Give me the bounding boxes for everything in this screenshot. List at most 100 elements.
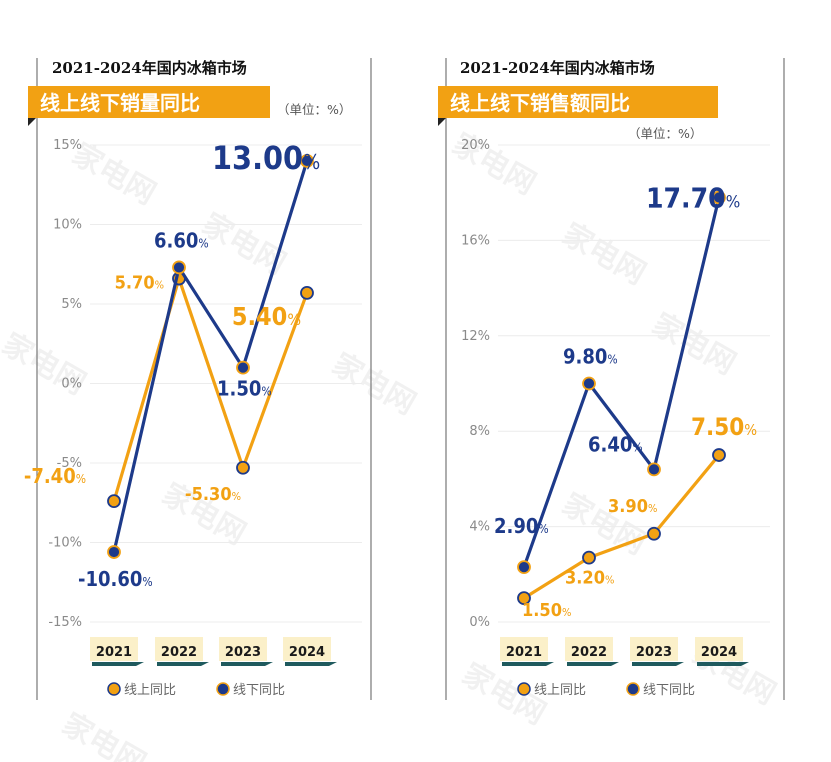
data-label-offline: -10.60% — [78, 567, 153, 591]
year-tab-shadow — [567, 662, 619, 666]
point-offline — [647, 462, 661, 477]
data-label-online: 1.50% — [522, 600, 571, 621]
data-label-offline: 9.80% — [563, 345, 618, 369]
year-tab-shadow — [502, 662, 554, 666]
point-online — [712, 448, 726, 462]
point-online — [107, 494, 121, 509]
y-tick-label: 10% — [53, 218, 82, 233]
point-online — [236, 460, 250, 475]
x-tick-label: 2022 — [161, 645, 197, 660]
year-tab — [695, 637, 743, 661]
unit-label: （单位：%） — [628, 126, 702, 141]
data-label-offline: 6.60% — [154, 228, 209, 252]
data-label-offline: 17.70% — [646, 181, 740, 214]
year-tab-shadow — [221, 662, 273, 666]
year-tab — [500, 637, 548, 661]
point-offline — [172, 260, 186, 275]
y-tick-label: -10% — [48, 536, 82, 551]
data-label-online: 3.20% — [565, 568, 614, 589]
y-tick-label: -15% — [48, 615, 82, 630]
watermark-text: 家电网 — [196, 207, 291, 282]
data-label-offline: 6.40% — [588, 432, 643, 456]
series-line-online — [522, 453, 721, 600]
watermark-text: 家电网 — [646, 307, 741, 382]
y-tick-label: 0% — [469, 615, 490, 630]
unit-label: （单位：%） — [277, 102, 351, 117]
data-label-online: -7.40% — [24, 464, 86, 488]
legend-online-marker — [517, 682, 531, 696]
legend: 线上同比 线下同比 — [107, 682, 285, 698]
data-label-online: 5.70% — [115, 273, 164, 294]
point-offline — [107, 545, 121, 559]
y-tick-label: 4% — [469, 520, 490, 535]
legend-offline-label: 线下同比 — [233, 683, 285, 698]
x-tick-label: 2021 — [506, 645, 542, 660]
watermark-text: 家电网 — [56, 707, 151, 762]
data-label-online: 7.50% — [691, 413, 757, 441]
year-tab — [283, 637, 331, 661]
y-tick-label: -5% — [57, 456, 82, 471]
data-label-online: -5.30% — [185, 484, 241, 505]
legend-offline-label: 线下同比 — [643, 683, 695, 698]
panel-title: 线上线下销售额同比 — [450, 91, 630, 115]
point-online — [300, 285, 314, 300]
point-online — [647, 526, 661, 541]
year-tab — [565, 637, 613, 661]
series-line-online — [112, 276, 309, 503]
y-tick-label: 0% — [61, 377, 82, 392]
data-label-offline: 13.00% — [212, 139, 320, 177]
year-tab — [630, 637, 678, 661]
point-offline — [582, 376, 596, 391]
year-tab-shadow — [285, 662, 337, 666]
point-offline — [517, 560, 531, 575]
x-tick-label: 2024 — [289, 645, 325, 660]
series-line-offline — [522, 195, 721, 569]
y-tick-label: 8% — [469, 424, 490, 439]
year-tab — [90, 637, 138, 661]
data-label-offline: 1.50% — [217, 377, 272, 401]
banner-fold — [438, 118, 446, 126]
x-tick-label: 2024 — [701, 645, 737, 660]
legend: 线上同比 线下同比 — [517, 682, 695, 698]
year-tab — [155, 637, 203, 661]
year-tab-shadow — [697, 662, 749, 666]
watermark-text: 家电网 — [556, 217, 651, 292]
title-banner — [28, 86, 270, 118]
y-tick-label: 15% — [53, 138, 82, 153]
legend-offline-marker — [216, 682, 230, 696]
point-offline — [712, 190, 726, 205]
x-tick-label: 2021 — [96, 645, 132, 660]
x-tick-label: 2022 — [571, 645, 607, 660]
y-tick-label: 12% — [461, 329, 490, 344]
point-offline — [300, 153, 314, 168]
legend-offline-marker — [626, 682, 640, 696]
point-online — [517, 591, 531, 606]
watermark-text: 家电网 — [326, 347, 421, 422]
legend-online-marker — [107, 682, 121, 696]
year-tab-shadow — [92, 662, 144, 666]
banner-fold — [28, 118, 36, 126]
panel-supertitle: 2021-2024年国内冰箱市场 — [460, 59, 655, 77]
point-online — [582, 550, 596, 565]
panel-volume: 2021-2024年国内冰箱市场 线上线下销量同比 （单位：%） 15% 10% 5… — [24, 58, 372, 700]
panel-title: 线上线下销量同比 — [40, 91, 200, 115]
y-tick-label: 5% — [61, 297, 82, 312]
year-tab-shadow — [157, 662, 209, 666]
y-tick-label: 20% — [461, 138, 490, 153]
year-tab-shadow — [632, 662, 684, 666]
legend-online-label: 线上同比 — [534, 683, 586, 698]
panel-supertitle: 2021-2024年国内冰箱市场 — [52, 59, 247, 77]
year-tab — [219, 637, 267, 661]
x-tick-label: 2023 — [636, 645, 672, 660]
data-label-offline: 2.90% — [494, 514, 549, 538]
data-label-online: 5.40% — [232, 302, 301, 331]
title-banner — [438, 86, 718, 118]
x-tick-label: 2023 — [225, 645, 261, 660]
series-line-offline — [112, 159, 309, 554]
panel-sales: 2021-2024年国内冰箱市场 线上线下销售额同比 （单位：%） 20% 16%… — [438, 58, 785, 700]
data-label-online: 3.90% — [608, 496, 657, 517]
y-tick-label: 16% — [461, 233, 490, 248]
legend-online-label: 线上同比 — [124, 683, 176, 698]
